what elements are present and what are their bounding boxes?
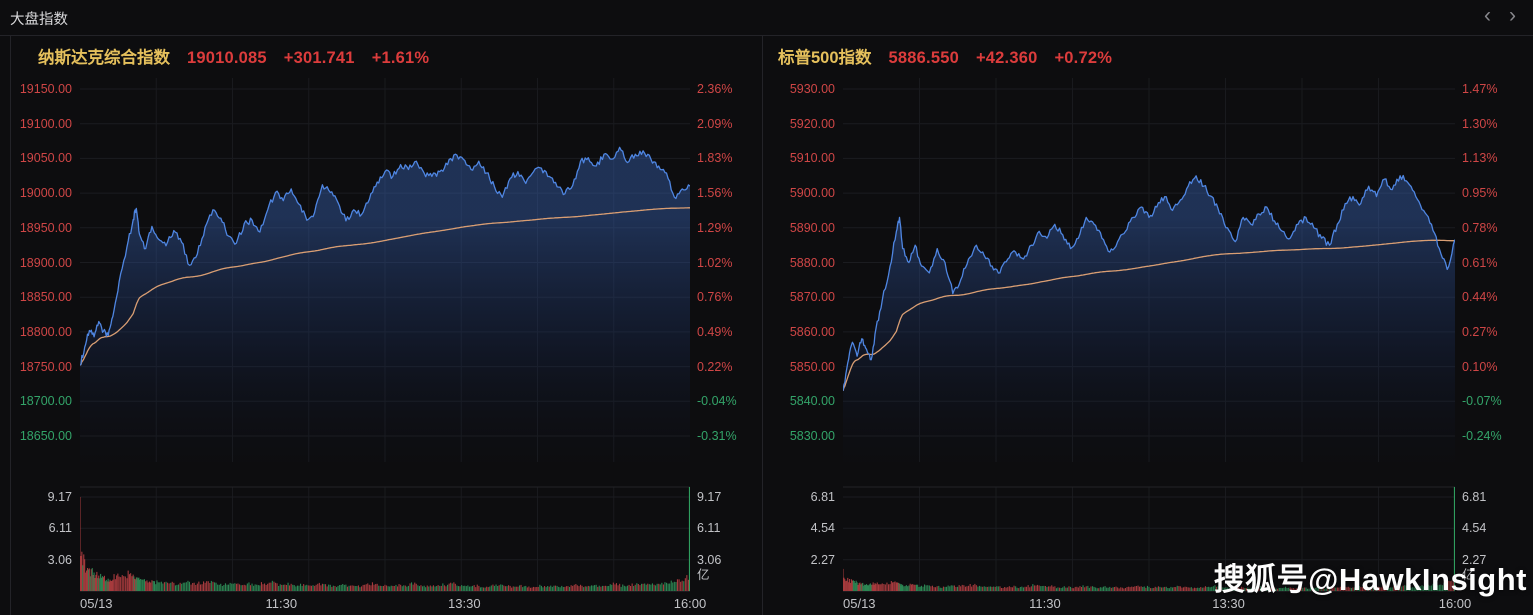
percent-axis-label: 0.49% [697, 324, 733, 339]
left-panel-border [10, 35, 11, 615]
watermark: 搜狐号@HawkInsight [1213, 562, 1527, 597]
time-axis-label: 11:30 [1029, 596, 1061, 611]
volume-axis-label: 6.81 [1462, 490, 1487, 504]
index-change-pct: +1.61% [371, 49, 430, 67]
percent-axis-label: 1.02% [697, 255, 733, 270]
price-axis-label: 19050.00 [19, 151, 72, 166]
index-last-price: 5886.550 [888, 49, 959, 67]
price-axis-label: 5900.00 [789, 186, 835, 201]
page-title: 大盘指数 [10, 12, 68, 28]
price-axis-label: 5910.00 [789, 151, 835, 166]
percent-axis-label: 1.29% [697, 220, 733, 235]
price-axis-label: 5930.00 [789, 82, 835, 96]
index-last-price: 19010.085 [187, 49, 267, 67]
percent-axis-label: 1.30% [1462, 116, 1498, 131]
percent-axis-label: 1.83% [697, 151, 733, 166]
chart-header-nasdaq: 纳斯达克综合指数 19010.085 +301.741 +1.61% [38, 44, 429, 68]
volume-axis-label: 3.06 [697, 552, 722, 567]
price-axis-label: 19000.00 [19, 186, 72, 201]
index-change: +42.360 [975, 49, 1038, 67]
price-axis-label: 5860.00 [789, 324, 835, 339]
pager-prev-icon[interactable]: ‹ [1484, 4, 1491, 27]
volume-axis-label: 2.27 [1462, 552, 1487, 567]
percent-axis-label: 0.76% [697, 290, 733, 305]
market-index-board [0, 35, 1533, 615]
volume-unit-label: 亿 [1462, 568, 1475, 582]
time-axis-label: 11:30 [265, 596, 298, 611]
chart-header-sp500: 标普500指数 5886.550 +42.360 +0.72% [778, 44, 1112, 68]
price-axis-label: 18650.00 [19, 429, 72, 443]
panel-divider [762, 35, 763, 615]
price-axis-label: 18850.00 [19, 290, 72, 305]
price-axis-label: 5880.00 [789, 255, 835, 270]
percent-axis-label: 0.10% [1462, 359, 1498, 374]
volume-axis-label: 3.06 [47, 552, 72, 567]
volume-unit-label: 亿 [697, 568, 710, 582]
percent-axis-label: 0.44% [1462, 290, 1498, 305]
volume-axis-label: 6.11 [697, 521, 721, 536]
index-change-pct: +0.72% [1054, 49, 1113, 67]
price-axis-label: 5850.00 [789, 359, 835, 374]
volume-axis-label: 6.81 [810, 490, 835, 504]
percent-axis-label: -0.31% [697, 429, 737, 443]
time-axis-label: 13:30 [448, 596, 481, 611]
index-name: 标普500指数 [778, 49, 872, 67]
volume-axis-label: 6.11 [48, 521, 72, 536]
index-name: 纳斯达克综合指数 [38, 49, 170, 67]
percent-axis-label: 0.27% [1462, 324, 1498, 339]
price-axis-label: 5870.00 [789, 290, 835, 305]
percent-axis-label: 2.09% [697, 116, 733, 131]
percent-axis-label: 0.22% [697, 359, 733, 374]
price-axis-label: 19100.00 [19, 116, 72, 131]
percent-axis-label: 0.78% [1462, 220, 1498, 235]
percent-axis-label: -0.04% [697, 394, 737, 409]
price-axis-label: 5920.00 [789, 116, 835, 131]
price-axis-label: 18800.00 [19, 324, 72, 339]
percent-axis-label: 1.13% [1462, 151, 1498, 166]
price-axis-label: 5830.00 [789, 429, 835, 443]
time-axis-label: 16:00 [673, 596, 707, 611]
volume-axis-label: 4.54 [1462, 521, 1487, 536]
price-axis-label: 5840.00 [789, 394, 835, 409]
percent-axis-label: -0.07% [1462, 394, 1502, 409]
percent-axis-label: 0.61% [1462, 255, 1498, 270]
percent-axis-label: 0.95% [1462, 186, 1498, 201]
price-axis-label: 18750.00 [19, 359, 72, 374]
time-axis-label: 16:00 [1438, 596, 1472, 611]
percent-axis-label: 2.36% [697, 82, 733, 96]
nasdaq-intraday-chart[interactable] [80, 78, 690, 593]
percent-axis-label: 1.47% [1462, 82, 1498, 96]
volume-axis-label: 2.27 [810, 552, 835, 567]
percent-axis-label: 1.56% [697, 186, 733, 201]
time-axis-label: 05/13 [80, 596, 113, 611]
price-axis-label: 18700.00 [19, 394, 72, 409]
volume-axis-label: 9.17 [47, 490, 72, 504]
time-axis-label: 13:30 [1212, 596, 1245, 611]
percent-axis-label: -0.24% [1462, 429, 1502, 443]
pager-next-icon[interactable]: › [1509, 4, 1516, 27]
volume-axis-label: 4.54 [810, 521, 835, 536]
index-change: +301.741 [283, 49, 355, 67]
price-axis-label: 18900.00 [19, 255, 72, 270]
time-axis-label: 05/13 [843, 596, 876, 611]
volume-axis-label: 9.17 [697, 490, 722, 504]
price-axis-label: 19150.00 [19, 82, 72, 96]
sp500-intraday-chart[interactable] [843, 78, 1455, 593]
price-axis-label: 5890.00 [789, 220, 835, 235]
price-axis-label: 18950.00 [19, 220, 72, 235]
